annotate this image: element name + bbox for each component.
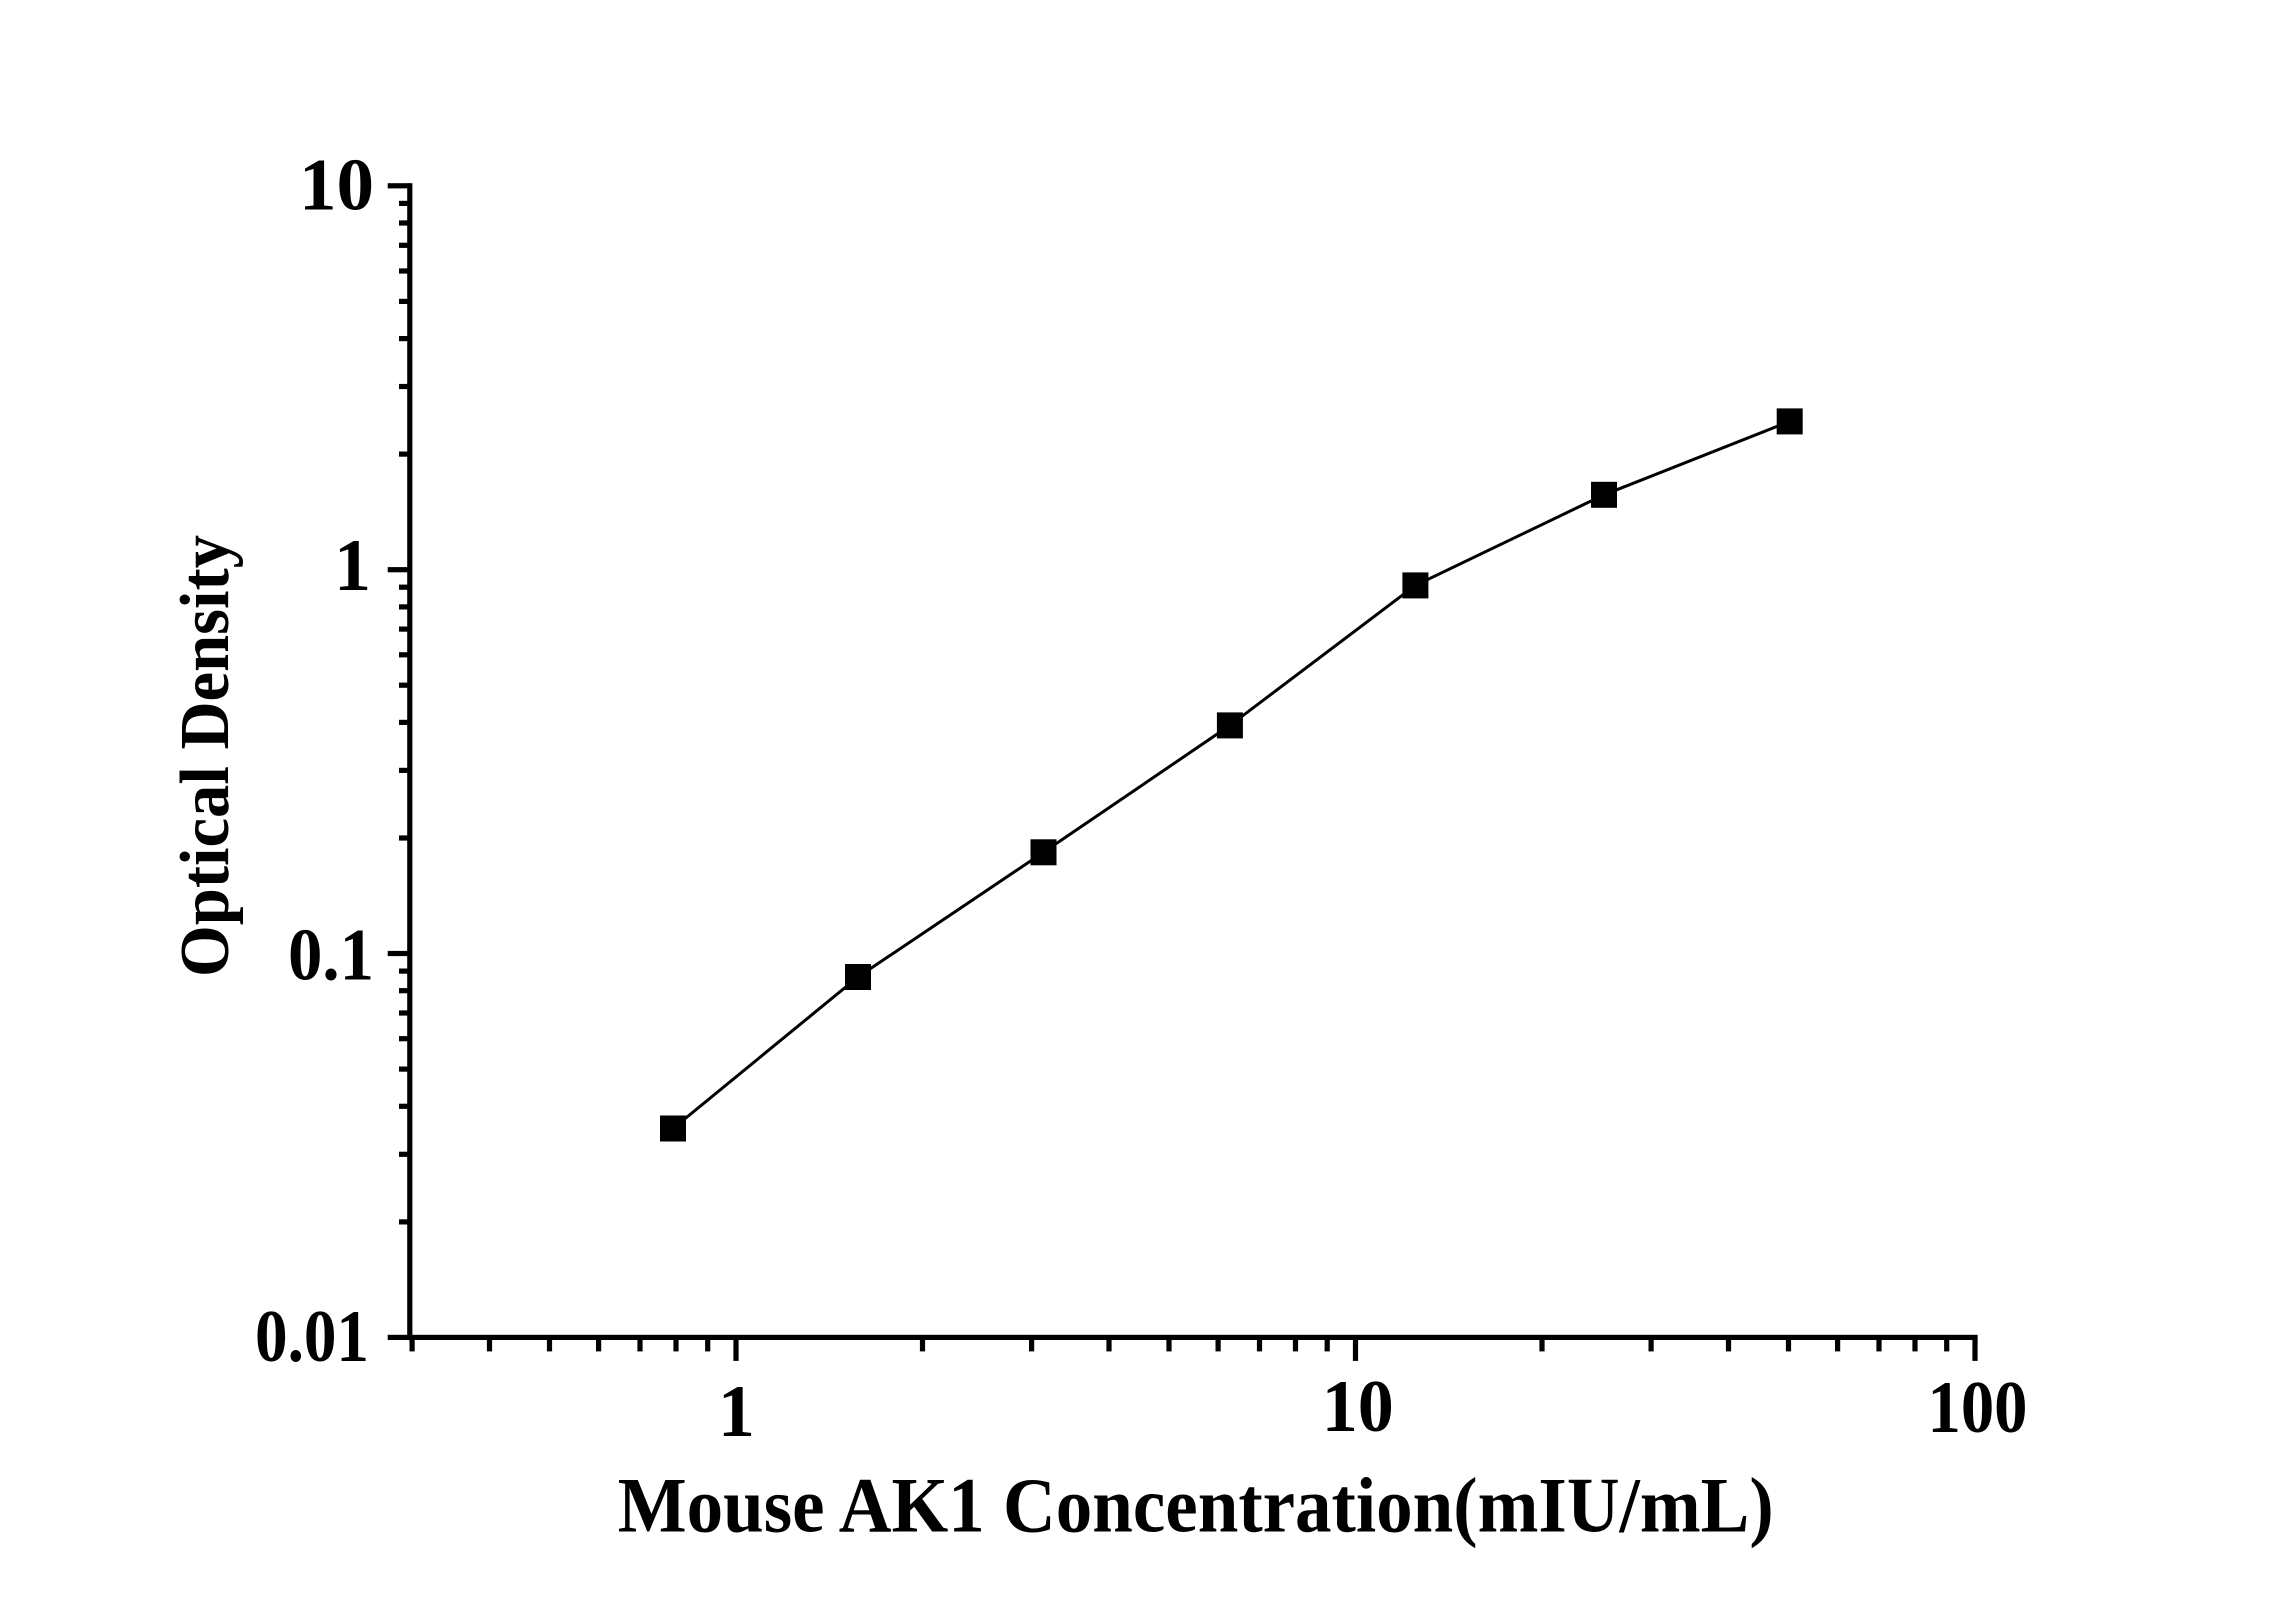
svg-text:0.1: 0.1 bbox=[288, 915, 374, 997]
svg-text:10: 10 bbox=[1322, 1366, 1394, 1448]
svg-text:1: 1 bbox=[718, 1371, 755, 1453]
svg-text:Mouse AK1 Concentration(mIU/mL: Mouse AK1 Concentration(mIU/mL) bbox=[618, 1462, 1774, 1549]
svg-text:1: 1 bbox=[334, 525, 371, 607]
svg-text:0.01: 0.01 bbox=[255, 1296, 369, 1378]
svg-text:Optical Density: Optical Density bbox=[167, 535, 244, 977]
svg-text:10: 10 bbox=[299, 144, 374, 226]
svg-text:100: 100 bbox=[1928, 1367, 2028, 1449]
